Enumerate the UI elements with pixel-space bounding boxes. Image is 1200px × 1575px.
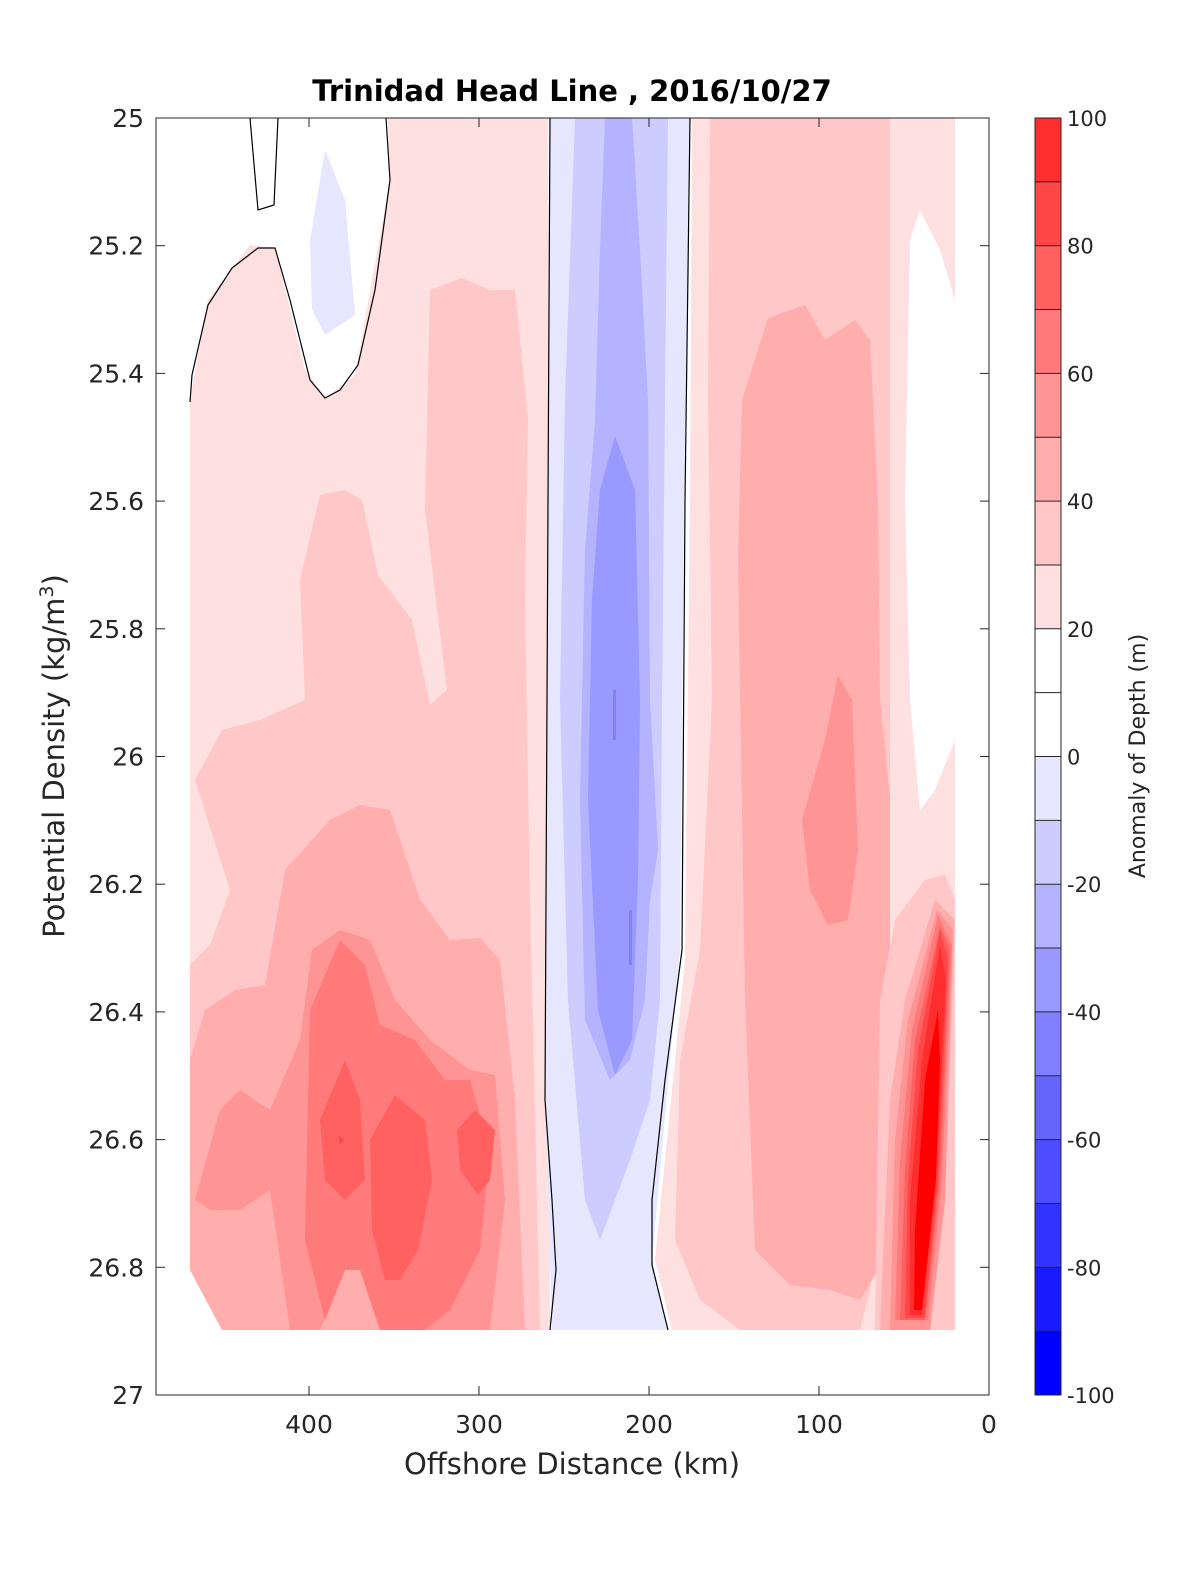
y-tick-label: 26 [112,743,144,772]
colorbar-band [1035,1331,1061,1395]
colorbar-tick-label: -20 [1067,873,1101,897]
colorbar-tick-label: -40 [1067,1001,1101,1025]
colorbar-frame [1034,117,1062,1396]
zero-contour-west-a [249,118,279,211]
contour-band-neg10-0-upper [310,150,355,335]
contour-band-0-10-nearshore [905,210,955,810]
colorbar: 100 80 60 40 20 0 -20 -40 -60 -80 -100 [1034,107,1115,1408]
contour-band-60-70-west-c [457,1110,495,1195]
zero-contour-lines [189,118,691,1331]
colorbar-band [1035,501,1061,565]
colorbar-band [1035,884,1061,949]
colorbar-ticks: 100 80 60 40 20 0 -20 -40 -60 -80 -100 [1067,107,1115,1408]
y-tick-label: 26.8 [88,1253,144,1282]
contour-band-60-70-west-a [320,1060,365,1200]
contour-band-0-10-top-left [250,118,278,207]
x-tick-label: 100 [795,1410,843,1439]
colorbar-label: Anomaly of Depth (m) [1126,634,1151,878]
y-axis-label-superscript: 3 [36,585,58,597]
colorbar-band [1035,820,1061,885]
colorbar-band [1035,692,1061,757]
y-tick-label: 25.6 [88,487,144,516]
contour-band-neg50-neg40-spot-b [629,910,632,965]
contour-band-10-20-spot [222,740,242,800]
colorbar-tick-label: -80 [1067,1256,1101,1280]
y-axis-label: Potential Density (kg/m3) [36,574,71,938]
x-axis-ticks: 400 300 200 100 0 [285,118,997,1439]
x-tick-label: 400 [285,1410,333,1439]
colorbar-band [1035,1075,1061,1140]
contour-band-neg10-0-bottom [563,1250,650,1330]
contour-band-30-40-east [802,675,858,925]
y-axis-label-main: Potential Density (kg/m [37,598,71,938]
colorbar-band [1035,373,1061,438]
colorbar-tick-label: 80 [1067,235,1094,259]
colorbar-tick-label: -60 [1067,1129,1101,1153]
colorbar-tick-label: 20 [1067,618,1094,642]
colorbar-band [1035,564,1061,629]
colorbar-band [1035,181,1061,246]
y-tick-label: 26.2 [88,870,144,899]
x-tick-label: 300 [455,1410,503,1439]
colorbar-band [1035,1267,1061,1332]
x-axis-label: Offshore Distance (km) [404,1447,740,1481]
contour-band-neg40-neg30-central [588,436,640,1075]
y-tick-label: 25.2 [88,232,144,261]
y-axis-label-suffix: ) [37,574,71,585]
colorbar-tick-label: 60 [1067,362,1094,386]
zero-contour-central-east [651,118,691,1331]
colorbar-band [1035,309,1061,374]
colorbar-band [1035,1139,1061,1204]
y-tick-label: 25.4 [88,359,144,388]
colorbar-bands [1035,118,1061,1395]
filled-contours [190,118,955,1330]
colorbar-band [1035,1203,1061,1268]
contour-band-90-100-nearshore [914,1010,940,1310]
y-tick-label: 26.6 [88,1126,144,1155]
y-tick-label: 25.8 [88,615,144,644]
colorbar-tick-label: 100 [1067,107,1107,131]
colorbar-tick-label: -100 [1067,1384,1115,1408]
colorbar-tick-label: 0 [1067,746,1080,770]
colorbar-band [1035,756,1061,821]
x-tick-label: 200 [625,1410,673,1439]
zero-contour-west-b [189,118,391,403]
colorbar-band [1035,437,1061,502]
y-tick-label: 27 [112,1381,144,1410]
x-tick-label: 0 [981,1410,997,1439]
plot-area: 400 300 200 100 0 25 25.2 25.4 25.6 25.8 26 26.2 26… [88,104,997,1439]
zero-contour-central-west [544,118,557,1331]
colorbar-band [1035,948,1061,1012]
contour-band-neg50-neg40-spot-a [613,690,616,740]
colorbar-band [1035,245,1061,310]
y-axis-ticks: 25 25.2 25.4 25.6 25.8 26 26.2 26.4 26.6 26.8 27 [88,104,989,1410]
colorbar-band [1035,628,1061,693]
contour-band-70-80-spot [338,1135,344,1145]
y-tick-label: 25 [112,104,144,133]
contour-band-60-70-west-b [370,1095,432,1280]
colorbar-tick-label: 40 [1067,490,1094,514]
colorbar-band [1035,1011,1061,1076]
colorbar-band [1035,118,1061,182]
y-tick-label: 26.4 [88,998,144,1027]
chart-title: Trinidad Head Line , 2016/10/27 [312,74,832,108]
